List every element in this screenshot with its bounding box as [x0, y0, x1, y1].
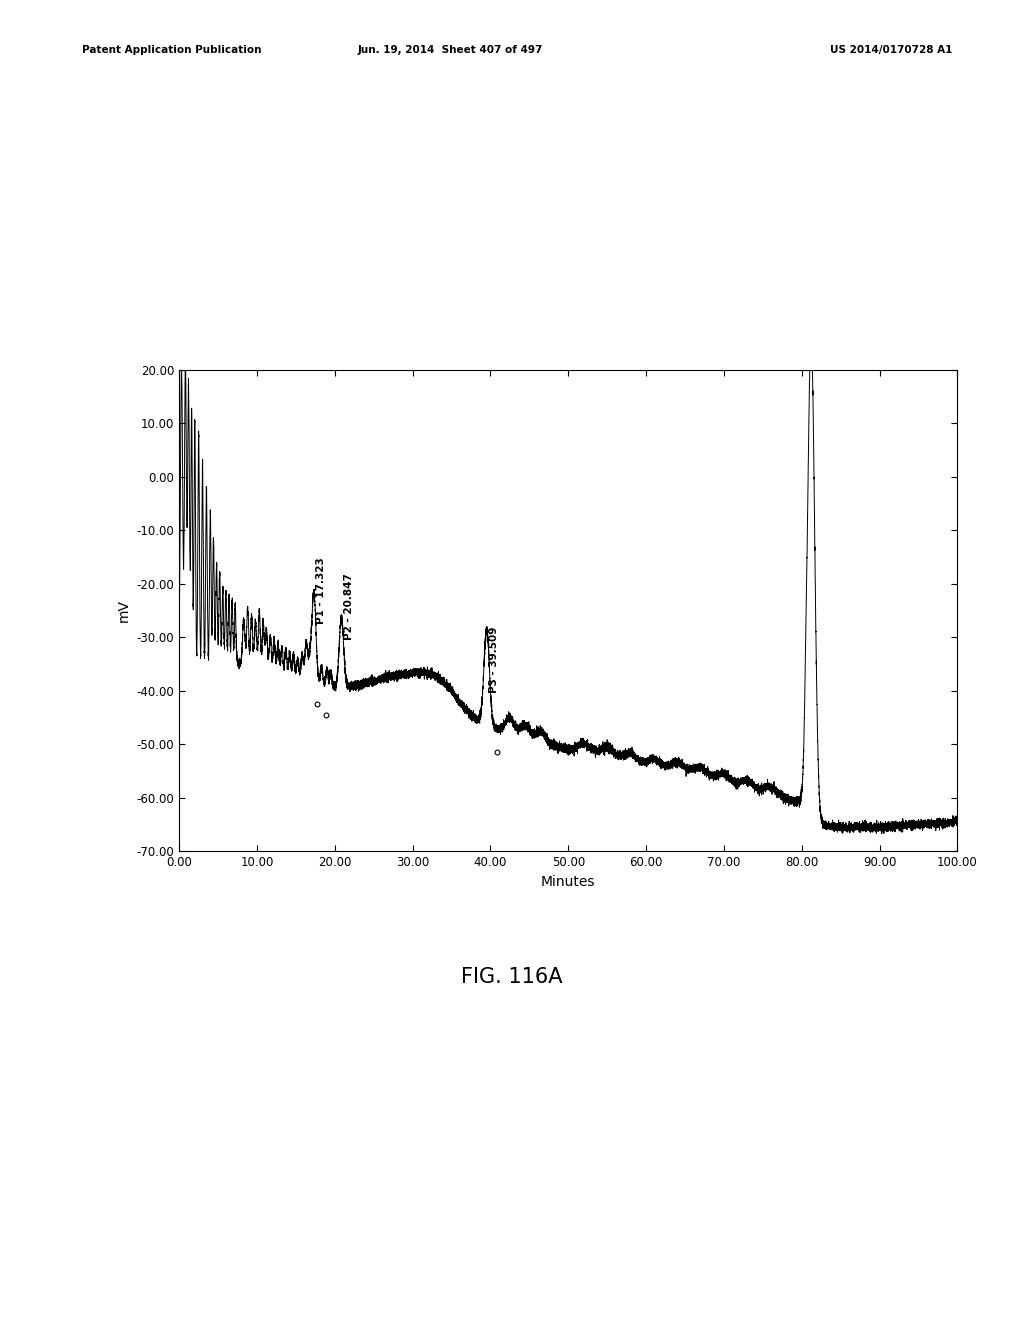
Text: FIG. 116A: FIG. 116A: [461, 966, 563, 987]
Text: P1 - 17.323: P1 - 17.323: [316, 557, 327, 624]
Text: Patent Application Publication: Patent Application Publication: [82, 45, 261, 55]
Text: Jun. 19, 2014  Sheet 407 of 497: Jun. 19, 2014 Sheet 407 of 497: [357, 45, 544, 55]
Text: P2 - 20.847: P2 - 20.847: [344, 573, 353, 640]
X-axis label: Minutes: Minutes: [541, 875, 596, 888]
Text: US 2014/0170728 A1: US 2014/0170728 A1: [829, 45, 952, 55]
Text: P3 - 39.509: P3 - 39.509: [489, 627, 499, 693]
Y-axis label: mV: mV: [117, 599, 131, 622]
